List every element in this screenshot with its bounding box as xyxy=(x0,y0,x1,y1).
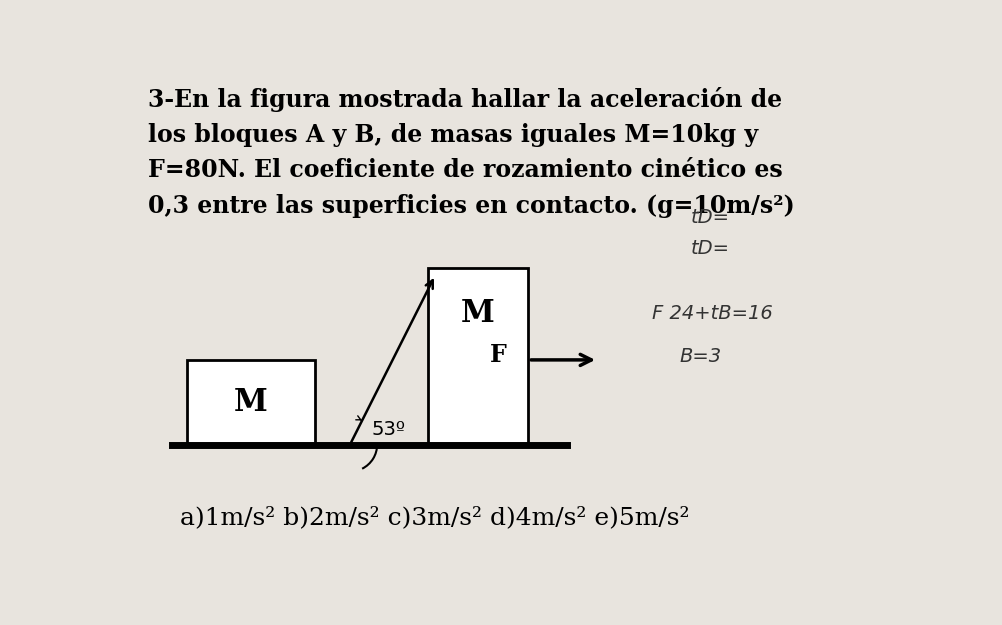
Text: a)1m/s² b)2m/s² c)3m/s² d)4m/s² e)5m/s²: a)1m/s² b)2m/s² c)3m/s² d)4m/s² e)5m/s² xyxy=(179,506,689,529)
Text: 3-En la figura mostrada hallar la aceleración de
los bloques A y B, de masas igu: 3-En la figura mostrada hallar la aceler… xyxy=(148,86,796,218)
Text: M: M xyxy=(461,298,495,329)
Text: F 24+tB=16: F 24+tB=16 xyxy=(652,304,773,323)
Text: tD=: tD= xyxy=(691,239,730,258)
Text: B=3: B=3 xyxy=(679,346,721,366)
Text: F: F xyxy=(490,342,507,366)
Bar xyxy=(187,360,315,444)
Text: 53º: 53º xyxy=(372,420,406,439)
Bar xyxy=(428,268,528,444)
Text: M: M xyxy=(233,387,268,418)
Text: tD=: tD= xyxy=(691,208,730,227)
